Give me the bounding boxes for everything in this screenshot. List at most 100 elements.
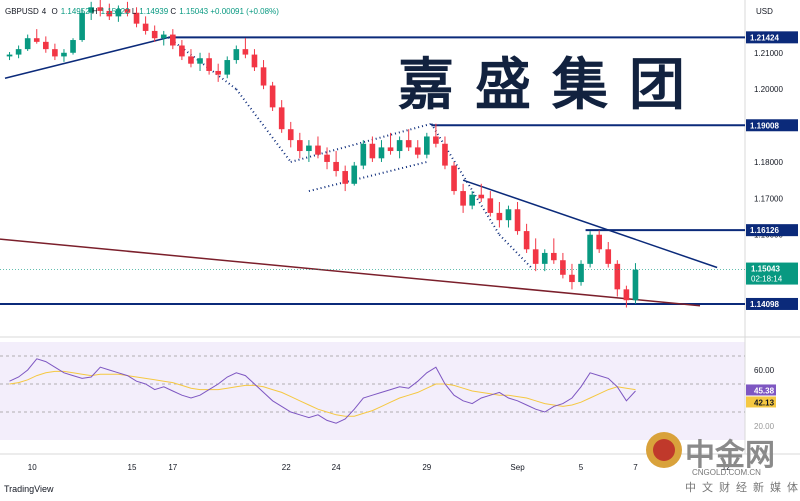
- time-axis-label: 22: [282, 463, 291, 472]
- candle-body: [514, 209, 521, 232]
- rsi-tick-label: 60.00: [754, 366, 775, 375]
- candle-body: [487, 198, 494, 213]
- time-axis-label: 15: [128, 463, 137, 472]
- candle-body: [233, 49, 240, 61]
- timeframe-label: 4: [41, 7, 47, 16]
- candle-body: [541, 252, 548, 264]
- candle-body: [70, 40, 76, 53]
- rsi-ma-line: [9, 370, 636, 417]
- dotted-channel-upper: [290, 122, 432, 163]
- low-value: 1.14939: [139, 7, 169, 16]
- candle-body: [24, 38, 31, 50]
- candle-body: [188, 56, 194, 64]
- candle-body: [378, 147, 385, 159]
- brand-watermark: 嘉盛集团: [398, 53, 706, 118]
- candle-body: [451, 165, 457, 192]
- tradingview-logo[interactable]: TradingView: [4, 484, 54, 494]
- candle-body: [396, 140, 403, 152]
- dotted-decline-3: [430, 123, 501, 236]
- price-label-box: [746, 119, 798, 132]
- candle-body: [551, 252, 557, 261]
- high-label: H: [91, 7, 98, 16]
- candle-body: [278, 107, 285, 130]
- candle-body: [433, 136, 439, 144]
- rsi-value-text: 45.38: [754, 386, 775, 395]
- candle-body: [151, 30, 158, 39]
- candle-body: [342, 171, 348, 184]
- price-label-box: [746, 297, 798, 310]
- price-tick-label: 1.17000: [754, 194, 783, 203]
- time-axis-label: 17: [168, 463, 177, 472]
- candle-body: [496, 212, 503, 221]
- candle-body: [160, 34, 167, 39]
- close-value: 1.15043: [179, 7, 209, 16]
- candle-body: [197, 58, 203, 64]
- candle-body: [523, 231, 530, 250]
- high-value: 1.15222: [100, 7, 130, 16]
- candle-body: [260, 67, 267, 86]
- time-axis-label: 7: [633, 463, 638, 472]
- cngold-subtitle: 中文财经新媒体: [685, 481, 800, 494]
- price-tick-label: 1.20000: [754, 85, 783, 94]
- candle-body: [614, 263, 621, 290]
- candle-body: [560, 260, 566, 275]
- price-label-text: 1.21424: [750, 33, 779, 42]
- low-label: L: [131, 7, 137, 16]
- rsi-ma-value-text: 42.13: [754, 398, 775, 407]
- candle-body: [387, 147, 394, 152]
- candle-body: [179, 45, 185, 57]
- candle-body: [333, 161, 339, 172]
- candle-body: [324, 154, 330, 162]
- time-axis-label: 24: [332, 463, 341, 472]
- open-label: O: [51, 7, 58, 16]
- time-axis-label: 5: [579, 463, 584, 472]
- price-label-text: 1.16126: [750, 226, 779, 235]
- candle-body: [469, 194, 475, 206]
- candle-body: [315, 145, 321, 155]
- candle-body: [424, 136, 430, 155]
- candle-body: [97, 7, 104, 11]
- candle-body: [15, 49, 22, 55]
- candle-body: [215, 70, 221, 75]
- trendline-falling: [462, 179, 718, 269]
- symbol-label: GBPUSD: [5, 7, 39, 16]
- candle-body: [532, 249, 539, 264]
- rsi-band: [0, 342, 745, 440]
- close-label: C: [170, 7, 177, 16]
- candle-body: [442, 143, 448, 166]
- candle-body: [578, 263, 584, 283]
- candle-body: [596, 234, 602, 250]
- candle-body: [124, 9, 131, 13]
- candle-body: [632, 269, 639, 301]
- candle-body: [133, 12, 140, 24]
- candle-body: [460, 191, 466, 206]
- candle-body: [79, 12, 85, 41]
- candle-body: [33, 38, 40, 42]
- candle-body: [414, 147, 421, 155]
- change-value: +0.00091 (+0.08%): [210, 7, 279, 16]
- trendline-lower-rising: [4, 36, 169, 79]
- candle-body: [623, 289, 630, 301]
- candle-body: [142, 23, 149, 31]
- candle-body: [43, 41, 49, 50]
- price-label-text: 1.19008: [750, 121, 779, 130]
- current-price-timer: 02:18:14: [751, 275, 783, 284]
- price-label-box: [746, 31, 798, 44]
- ohlc-legend: GBPUSD 4 O 1.14952 H 1.15222 L 1.14939 C 1.15…: [5, 7, 279, 16]
- price-label-text: 1.14098: [750, 300, 779, 309]
- candle-body: [360, 143, 367, 166]
- candle-body: [405, 140, 412, 148]
- price-tick-label: 1.18000: [754, 158, 783, 167]
- time-axis-label: Sep: [510, 463, 525, 472]
- currency-label: USD: [756, 7, 773, 16]
- price-tick-label: 1.21000: [754, 49, 783, 58]
- candle-body: [106, 10, 113, 17]
- candle-body: [6, 54, 13, 57]
- candle-body: [587, 234, 593, 264]
- candle-body: [505, 209, 512, 221]
- candle-body: [115, 9, 122, 17]
- candle-body: [61, 52, 67, 57]
- rsi-ma-value-box: [746, 396, 776, 408]
